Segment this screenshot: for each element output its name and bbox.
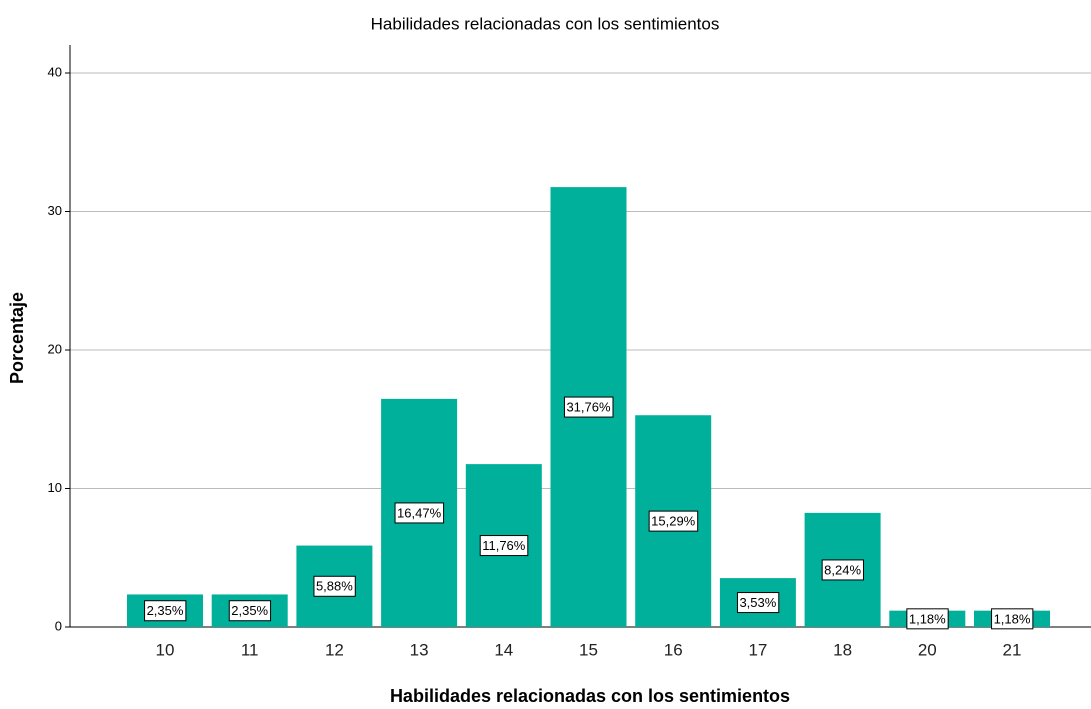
x-tick-label: 16 xyxy=(664,640,683,659)
value-label: 5,88% xyxy=(316,579,353,594)
value-label: 15,29% xyxy=(651,514,696,529)
value-label-box xyxy=(648,510,699,532)
x-tick-label: 13 xyxy=(410,640,429,659)
value-label: 1,18% xyxy=(909,611,946,626)
value-label-box xyxy=(736,592,780,614)
x-tick-label: 17 xyxy=(748,640,767,659)
value-label: 8,24% xyxy=(824,562,861,577)
y-tick-label: 0 xyxy=(55,618,62,633)
x-tick-label: 11 xyxy=(241,640,259,659)
y-tick-label: 20 xyxy=(48,341,62,356)
value-label: 31,76% xyxy=(566,399,611,414)
value-label: 3,53% xyxy=(739,595,776,610)
value-label-box xyxy=(228,600,272,622)
y-tick-label: 40 xyxy=(48,64,62,79)
value-label: 2,35% xyxy=(231,603,268,618)
x-tick-label: 10 xyxy=(156,640,175,659)
value-label: 2,35% xyxy=(147,603,184,618)
value-label-box xyxy=(991,608,1034,630)
x-tick-label: 21 xyxy=(1003,640,1022,659)
value-label-box xyxy=(479,535,529,557)
x-tick-label: 18 xyxy=(833,640,852,659)
value-label-box xyxy=(394,502,445,524)
x-tick-label: 20 xyxy=(918,640,937,659)
value-label: 11,76% xyxy=(482,538,526,553)
value-label-box xyxy=(821,559,864,581)
value-label-box xyxy=(906,608,949,630)
x-tick-label: 14 xyxy=(494,640,513,659)
value-label-box xyxy=(563,396,614,418)
value-label-box xyxy=(313,575,356,597)
y-axis-title: Porcentaje xyxy=(7,292,27,384)
chart-title: Habilidades relacionadas con los sentimi… xyxy=(371,14,720,33)
value-label-box xyxy=(144,600,187,622)
x-axis-title: Habilidades relacionadas con los sentimi… xyxy=(390,686,790,706)
y-tick-label: 10 xyxy=(48,480,62,495)
x-tick-label: 15 xyxy=(579,640,598,659)
value-label: 16,47% xyxy=(397,505,442,520)
value-label: 1,18% xyxy=(994,611,1031,626)
y-tick-label: 30 xyxy=(48,203,62,218)
x-tick-label: 12 xyxy=(325,640,344,659)
